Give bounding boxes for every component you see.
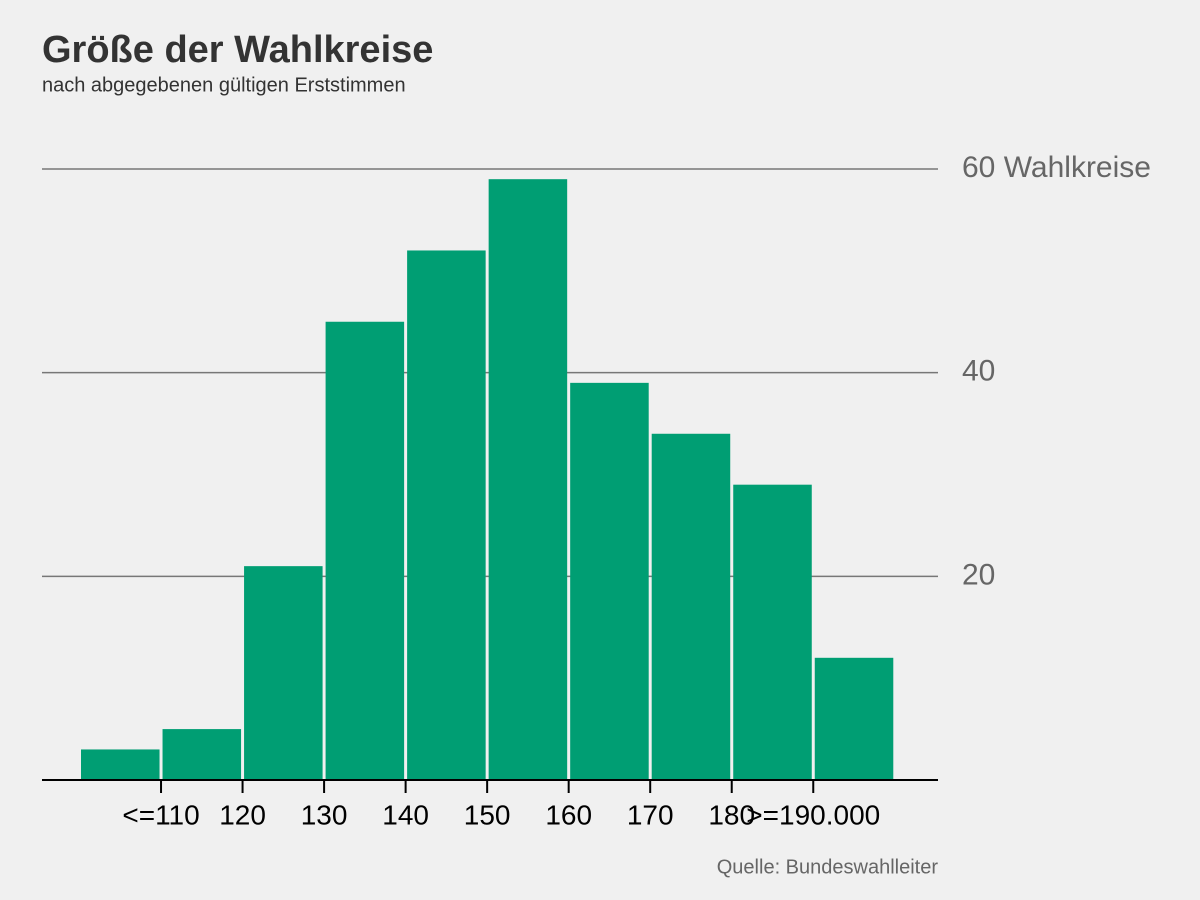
x-tick-label: >=190.000 bbox=[746, 799, 880, 830]
bar bbox=[81, 749, 160, 780]
bar bbox=[325, 321, 405, 780]
x-tick-label: 130 bbox=[301, 799, 348, 830]
x-tick-label: 120 bbox=[219, 799, 266, 830]
x-tick-label: 150 bbox=[464, 799, 511, 830]
y-tick-label: 60 Wahlkreise bbox=[962, 151, 1151, 184]
bar bbox=[488, 179, 568, 780]
x-tick-label: 180 bbox=[708, 799, 755, 830]
bar bbox=[162, 729, 242, 780]
source: Quelle: Bundeswahlleiter bbox=[717, 856, 939, 878]
chart-subtitle: nach abgegebenen gültigen Erststimmen bbox=[42, 74, 406, 96]
x-tick-label: <=110 bbox=[122, 799, 199, 830]
bar bbox=[651, 433, 731, 780]
bar bbox=[407, 250, 486, 780]
y-tick-label: 20 bbox=[962, 558, 995, 591]
bar bbox=[244, 566, 323, 780]
y-tick-label: 40 bbox=[962, 355, 995, 388]
chart-title: Größe der Wahlkreise bbox=[42, 29, 433, 71]
bar bbox=[814, 657, 894, 780]
bar bbox=[733, 484, 812, 780]
bar bbox=[570, 382, 649, 780]
x-tick-label: 170 bbox=[627, 799, 674, 830]
x-tick-label: 160 bbox=[545, 799, 592, 830]
x-tick-label: 140 bbox=[382, 799, 429, 830]
